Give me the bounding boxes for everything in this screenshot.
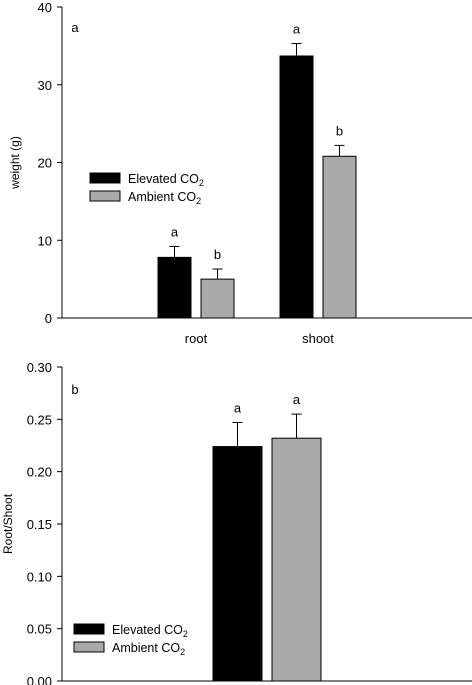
legend-label: Elevated CO2	[128, 172, 204, 188]
bar	[157, 256, 192, 319]
y-tick-label: 30	[38, 78, 52, 93]
y-tick-label: 0.25	[27, 412, 52, 427]
significance-label: b	[336, 123, 343, 138]
significance-label: a	[293, 22, 301, 37]
significance-label: a	[293, 392, 301, 407]
bar	[200, 278, 235, 319]
y-tick-label: 0.05	[27, 622, 52, 637]
y-tick-label: 0.10	[27, 569, 52, 584]
legend-swatch	[89, 172, 121, 184]
y-tick-label: 0.15	[27, 517, 52, 532]
bar	[212, 446, 263, 682]
legend-swatch	[89, 190, 121, 202]
y-tick-label: 20	[38, 156, 52, 171]
significance-label: a	[234, 400, 242, 415]
legend-swatch	[73, 623, 105, 635]
panel-label: a	[71, 20, 79, 35]
legend-label: Elevated CO2	[112, 623, 188, 639]
significance-label: b	[214, 247, 221, 262]
y-axis-label: Root/Shoot	[1, 493, 15, 554]
y-tick-label: 0.30	[27, 360, 52, 375]
legend-label: Ambient CO2	[128, 190, 201, 206]
legend-swatch	[73, 641, 105, 653]
legend-label: Ambient CO2	[112, 641, 185, 657]
bar	[279, 55, 314, 319]
bar	[271, 437, 322, 682]
y-tick-label: 10	[38, 233, 52, 248]
y-tick-label: 0	[45, 311, 52, 326]
y-tick-label: 40	[38, 0, 52, 15]
y-tick-label: 0.20	[27, 465, 52, 480]
y-tick-label: 0.00	[27, 674, 52, 685]
category-label: root	[185, 331, 208, 346]
significance-label: a	[171, 224, 179, 239]
panel-label: b	[71, 382, 78, 397]
bar	[322, 155, 357, 319]
y-axis-label: weight (g)	[8, 136, 22, 190]
category-label: shoot	[302, 331, 334, 346]
